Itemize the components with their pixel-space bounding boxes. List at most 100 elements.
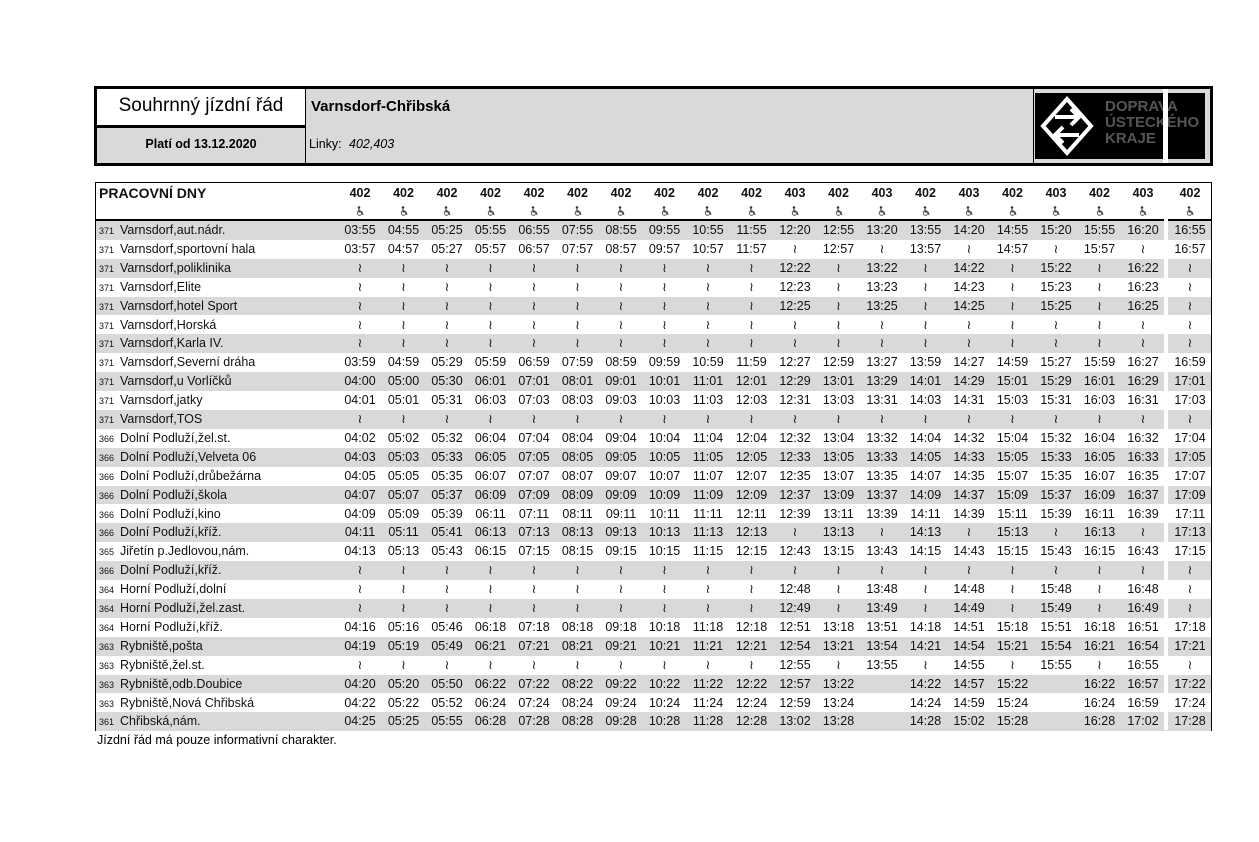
departure-time: ≀	[1010, 657, 1015, 672]
departure-time: 14:05	[909, 449, 942, 464]
wheelchair-icon	[817, 203, 861, 217]
departure-time: ≀	[357, 601, 363, 615]
departure-time: 10:05	[648, 449, 681, 464]
departure-time: 17:01	[1174, 374, 1206, 389]
row-band	[96, 334, 1211, 354]
departure-time: 15:15	[996, 544, 1029, 559]
departure-time: 05:03	[387, 449, 420, 464]
departure-time: ≀	[879, 525, 885, 540]
trip-number: 402	[1002, 186, 1023, 200]
row-band	[96, 258, 1211, 278]
departure-time: 07:05	[518, 449, 550, 464]
departure-time: 17:24	[1174, 695, 1206, 710]
departure-time: 12:24	[735, 695, 768, 710]
trip-number: 402	[915, 186, 936, 200]
departure-time: ≀	[488, 601, 493, 615]
departure-time: 12:37	[779, 487, 811, 502]
wheelchair-icon	[1121, 203, 1165, 217]
logo-text: KRAJE	[1105, 130, 1156, 147]
departure-time: 14:01	[909, 374, 942, 389]
wheelchair-icon	[1078, 203, 1122, 217]
departure-time: 05:19	[387, 638, 420, 653]
departure-time: 05:25	[387, 714, 420, 729]
departure-time: 16:28	[1083, 714, 1116, 729]
stop-name: Varnsdorf,poliklinika	[120, 260, 231, 275]
departure-time: 16:03	[1083, 393, 1116, 408]
departure-time: ≀	[575, 336, 580, 351]
wheelchair-icon	[512, 203, 556, 217]
departure-time: 11:22	[692, 676, 724, 691]
departure-time: 09:57	[648, 241, 681, 256]
departure-time: 13:01	[822, 374, 855, 389]
stop-name: Dolní Podluží,kino	[120, 506, 221, 521]
departure-time: 12:59	[822, 355, 855, 370]
footer-note: Jízdní řád má pouze informativní charakt…	[97, 733, 337, 747]
zone: 371	[99, 226, 115, 236]
departure-time: 13:48	[866, 582, 898, 597]
departure-time: 13:07	[822, 468, 855, 483]
departure-time: 16:21	[1083, 638, 1116, 653]
stop-name: Dolní Podluží,kříž.	[120, 525, 222, 540]
departure-time: 11:04	[692, 430, 724, 445]
departure-time: 13:55	[866, 657, 898, 672]
departure-time: 08:15	[561, 544, 594, 559]
departure-time: ≀	[401, 279, 406, 294]
departure-time: ≀	[618, 317, 624, 332]
departure-time: 09:59	[648, 355, 681, 370]
departure-time: 14:33	[953, 449, 985, 464]
departure-time: 13:18	[822, 619, 855, 634]
departure-time: ≀	[618, 582, 624, 597]
departure-time: 05:50	[431, 676, 463, 691]
departure-time: 14:55	[996, 223, 1029, 237]
wheelchair-icon	[730, 203, 774, 217]
departure-time: 09:55	[648, 223, 681, 237]
departure-time: 13:51	[866, 619, 898, 634]
trip-number: 402	[393, 186, 414, 200]
row-band	[96, 599, 1211, 618]
departure-time: 14:57	[996, 241, 1029, 256]
departure-time: 14:11	[910, 506, 941, 521]
departure-time: 10:21	[648, 638, 681, 653]
departure-time: ≀	[531, 279, 537, 294]
departure-time: 08:11	[562, 506, 593, 521]
departure-time: 16:57	[1174, 241, 1206, 256]
departure-time: ≀	[531, 412, 537, 426]
departure-time: ≀	[662, 279, 667, 294]
departure-time: 11:07	[692, 468, 724, 483]
stop-name: Rybniště,odb.Doubice	[120, 676, 243, 691]
departure-time: 13:59	[909, 355, 942, 370]
departure-time: 14:48	[953, 582, 985, 597]
departure-time: 16:20	[1127, 223, 1159, 237]
departure-time: 17:28	[1174, 714, 1206, 729]
departure-time: 13:24	[822, 695, 855, 710]
wheelchair-icon	[382, 203, 426, 217]
departure-time: ≀	[705, 298, 711, 313]
departure-time: 14:49	[953, 601, 985, 615]
departure-time: 09:28	[605, 714, 637, 729]
departure-time: ≀	[618, 279, 624, 294]
departure-time: ≀	[923, 279, 928, 294]
departure-time: ≀	[749, 336, 754, 351]
departure-time: ≀	[836, 279, 841, 294]
departure-time: 05:22	[387, 695, 420, 710]
departure-time: 04:01	[344, 393, 376, 408]
departure-time: ≀	[1187, 279, 1193, 294]
departure-time: 15:33	[1040, 449, 1072, 464]
departure-time: 09:09	[605, 487, 637, 502]
logo: DOPRAVA ÚSTECKÉHO KRAJE	[1035, 93, 1205, 159]
departure-time: ≀	[444, 336, 450, 351]
departure-time: 14:25	[953, 298, 985, 313]
departure-time: 15:22	[996, 676, 1029, 691]
departure-time: 05:16	[387, 619, 420, 634]
departure-time: 09:05	[605, 449, 637, 464]
departure-time: ≀	[1140, 241, 1146, 256]
departure-time: 10:55	[692, 223, 724, 237]
departure-time: ≀	[1053, 241, 1059, 256]
departure-time: 17:05	[1174, 449, 1206, 464]
departure-time: 12:31	[779, 393, 811, 408]
trip-number: 402	[349, 186, 371, 200]
departure-time: 08:55	[605, 223, 637, 237]
zone: 371	[99, 263, 115, 274]
departure-time: 05:25	[431, 223, 463, 237]
departure-time: 14:04	[909, 430, 942, 445]
